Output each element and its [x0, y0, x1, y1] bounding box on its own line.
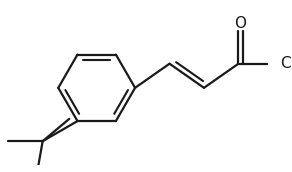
Text: O: O — [234, 16, 246, 31]
Text: Cl: Cl — [280, 56, 292, 71]
